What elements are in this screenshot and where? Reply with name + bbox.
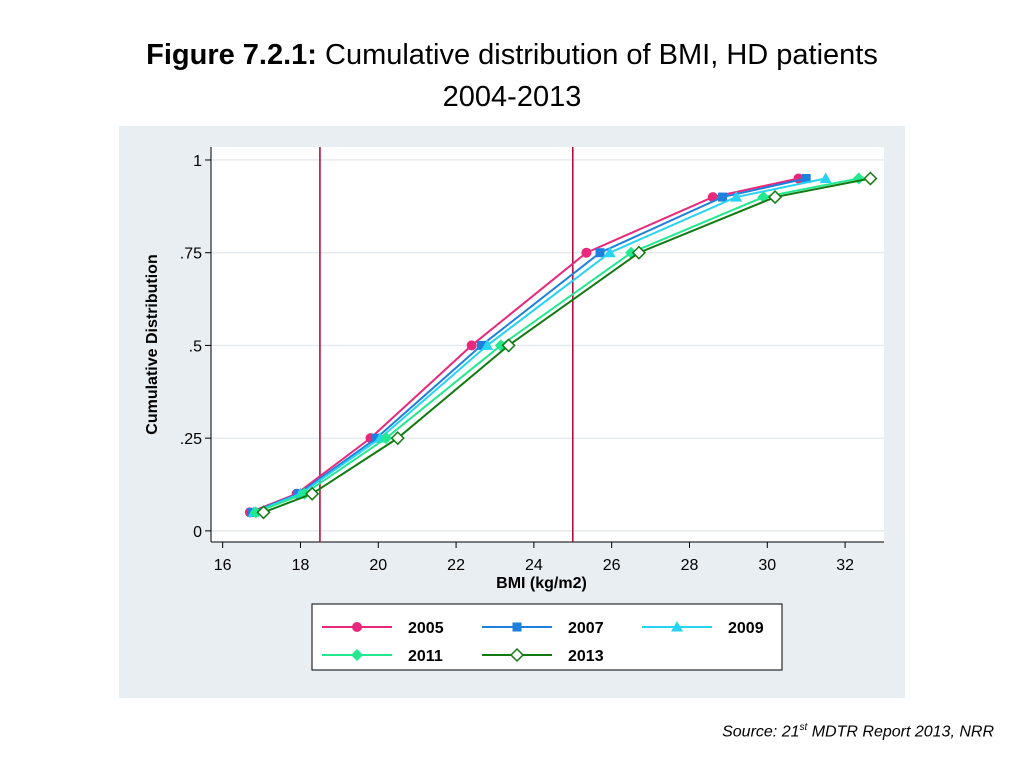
point-2011-0 [249,506,262,519]
point-2013-3 [501,338,516,353]
point-2005-3 [466,340,477,351]
x-axis-title: BMI (kg/m2) [496,575,587,592]
legend-label-2011: 2011 [408,648,443,665]
source-note: Source: 21st MDTR Report 2013, NRR [722,722,994,741]
legend-label-2005: 2005 [408,620,444,637]
cumulative-distribution-chart: 0 .25 .5 .75 1 16 18 20 22 24 26 28 30 32 BMI (kg/m2) C… [144,147,884,671]
legend-label-2009: 2009 [728,620,764,637]
point-2013-1 [305,486,320,501]
legend-item-2007: 2007 [482,620,604,637]
point-2005-4 [581,247,592,258]
y-tick-label-3: .75 [180,246,202,263]
legend-label-2013: 2013 [568,648,604,665]
legend-label-2007: 2007 [568,620,604,637]
y-tick-label-2: .5 [189,338,202,355]
point-2009-4 [603,246,616,258]
y-tick-label-1: .25 [180,431,202,448]
legend-marker-2009 [671,621,683,632]
legend-item-2011: 2011 [322,648,443,665]
point-2013-5 [768,190,783,205]
legend-item-2009: 2009 [642,620,764,637]
x-tick-label-7: 30 [758,557,776,574]
point-2013-0 [256,505,271,520]
title-text: Cumulative distribution of BMI, HD patie… [316,39,878,71]
x-tick-label-5: 26 [603,557,621,574]
source-sup: st [799,722,808,733]
x-tick-label-8: 32 [836,557,854,574]
legend-box [311,603,783,671]
figure-number: Figure 7.2.1: [146,39,317,71]
point-2007-5 [718,192,728,202]
source-post: MDTR Report 2013, NRR [807,723,994,741]
legend-item-2005: 2005 [322,620,444,637]
x-tick-label-2: 20 [369,557,387,574]
title-line-2: 2004-2013 [442,81,582,113]
point-2007-6 [801,174,811,184]
x-tick-label-3: 22 [447,557,465,574]
point-2011-3 [494,339,507,352]
x-tick-label-0: 16 [214,557,232,574]
figure-title: Figure 7.2.1: Cumulative distribution of… [0,34,1024,118]
x-tick-label-6: 28 [681,557,699,574]
point-2007-2 [371,433,381,443]
y-tick-label-0: 0 [193,524,202,541]
title-line-1: Figure 7.2.1: Cumulative distribution of… [0,34,1024,76]
point-2011-2 [380,432,393,445]
legend: 2005 2007 2009 2011 2013 [311,603,783,671]
chart-panel: 0 .25 .5 .75 1 16 18 20 22 24 26 28 30 32 BMI (kg/m2) C… [119,126,905,698]
legend-marker-2011 [351,649,363,661]
x-tick-label-1: 18 [292,557,310,574]
source-pre: Source: 21 [722,723,800,741]
point-2007-3 [476,340,486,350]
point-2009-3 [481,339,494,350]
x-tick-label-4: 24 [525,557,543,574]
point-2009-6 [819,172,832,184]
point-2011-1 [298,487,311,500]
point-2013-2 [390,431,405,446]
y-tick-label-4: 1 [193,153,202,170]
legend-marker-2005 [352,622,362,632]
legend-marker-2007 [512,622,522,632]
point-2013-4 [631,245,646,260]
point-2007-4 [595,248,605,258]
point-2009-5 [730,191,743,202]
legend-item-2013: 2013 [482,647,604,665]
point-2013-6 [863,171,878,186]
series-2013 [256,171,878,520]
y-axis-title: Cumulative Distribution [144,254,161,434]
legend-marker-2013 [509,647,525,663]
